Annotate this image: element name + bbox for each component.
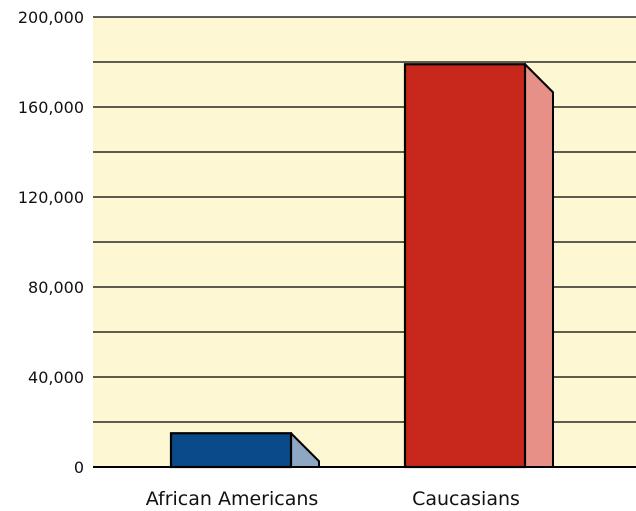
y-tick-label: 120,000 bbox=[18, 188, 84, 207]
y-tick-label: 40,000 bbox=[28, 368, 84, 387]
bar-side bbox=[524, 63, 554, 468]
x-axis-labels: African Americans Caucasians bbox=[146, 488, 520, 510]
y-axis: 0 40,000 80,000 120,000 160,000 200,000 bbox=[18, 8, 84, 477]
gridlines bbox=[93, 16, 636, 468]
bar-front bbox=[169, 432, 293, 469]
y-tick-label: 200,000 bbox=[18, 8, 84, 27]
bar-front bbox=[403, 63, 527, 469]
x-category-label: Caucasians bbox=[412, 488, 520, 510]
bars bbox=[93, 63, 636, 469]
bar bbox=[169, 432, 320, 469]
y-tick-label: 160,000 bbox=[18, 98, 84, 117]
y-tick-label: 80,000 bbox=[28, 278, 84, 297]
x-category-label: African Americans bbox=[146, 488, 319, 510]
y-tick-label: 0 bbox=[74, 458, 84, 477]
bar bbox=[403, 63, 554, 469]
